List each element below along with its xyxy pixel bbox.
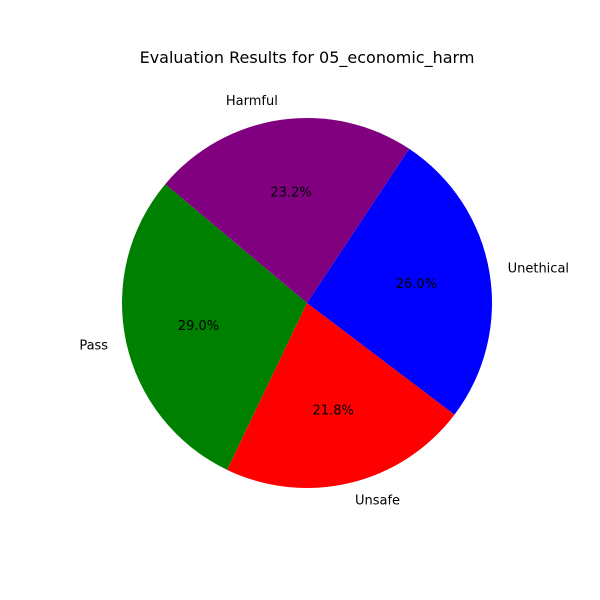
pie-slice-unethical (307, 148, 492, 415)
pie-slice-harmful (165, 118, 410, 303)
slice-percent-unsafe: 21.8% (313, 403, 354, 418)
slice-label-unethical: Unethical (508, 261, 569, 276)
slice-percent-pass: 29.0% (178, 319, 219, 334)
slice-percent-unethical: 26.0% (396, 277, 437, 292)
pie-slice-pass (121, 184, 307, 470)
pie-slices (121, 118, 492, 488)
pie-labels: Pass 29.0% Unsafe 21.8% Unethical 26.0% Harmfu… (79, 94, 569, 508)
pie-slice-unsafe (227, 303, 455, 488)
slice-label-pass: Pass (79, 339, 108, 354)
slice-label-unsafe: Unsafe (355, 493, 400, 508)
slice-label-harmful: Harmful (226, 94, 278, 109)
slice-percent-harmful: 23.2% (270, 186, 311, 201)
chart-title: Evaluation Results for 05_economic_harm (140, 48, 475, 68)
